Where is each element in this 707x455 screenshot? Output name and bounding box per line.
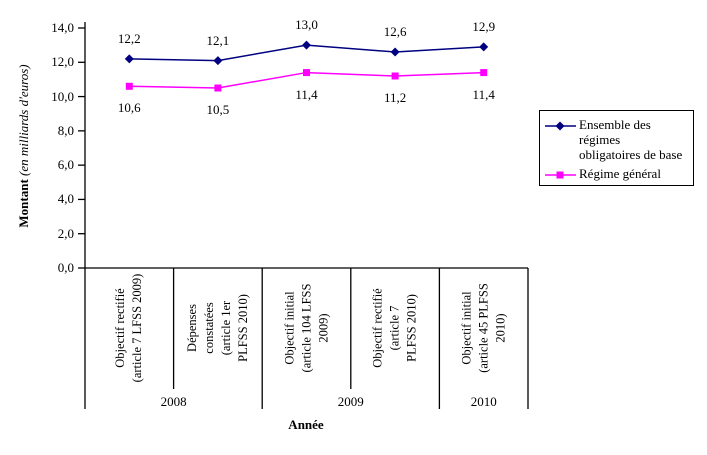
legend-entry-0: Ensemble des régimes obligatoires de bas… bbox=[545, 117, 691, 162]
diamond-marker-icon bbox=[555, 121, 565, 131]
x-axis-title: Année bbox=[288, 417, 324, 432]
data-label: 11,2 bbox=[383, 90, 407, 105]
series-markers-0 bbox=[124, 40, 489, 66]
y-tick-label: 12,0 bbox=[51, 54, 74, 70]
data-label: 12,9 bbox=[472, 18, 496, 34]
square-marker-icon bbox=[125, 82, 133, 90]
year-group-label: 2010 bbox=[470, 394, 497, 409]
y-tick-label: 10,0 bbox=[51, 88, 74, 104]
legend-marker bbox=[545, 121, 576, 131]
legend-label: Ensemble des régimes obligatoires de bas… bbox=[579, 117, 683, 162]
data-label: 12,1 bbox=[206, 32, 230, 48]
data-label: 13,0 bbox=[295, 17, 318, 33]
category-label: Objectif initial (article 104 LFSS 2009) bbox=[282, 283, 330, 373]
data-label: 10,6 bbox=[117, 100, 141, 116]
category-label: Objectif rectifié (article 7 PLFSS 2010) bbox=[370, 288, 419, 368]
y-tick-label: 8,0 bbox=[57, 122, 74, 138]
y-tick-label: 0,0 bbox=[57, 260, 74, 275]
legend-entry-1: Régime général bbox=[545, 166, 691, 181]
square-marker-icon bbox=[391, 72, 399, 80]
data-label: 11,4 bbox=[472, 86, 495, 102]
diamond-marker-icon bbox=[479, 42, 489, 52]
series-markers-1 bbox=[125, 69, 488, 92]
diamond-marker-icon bbox=[390, 47, 400, 57]
data-label: 12,6 bbox=[383, 24, 407, 39]
y-tick-label: 6,0 bbox=[57, 157, 74, 173]
data-label: 11,4 bbox=[295, 86, 318, 102]
data-label: 10,5 bbox=[206, 102, 230, 117]
diamond-marker-icon bbox=[213, 56, 223, 66]
diamond-marker-icon bbox=[124, 54, 134, 64]
category-label: Objectif initial (article 45 PLFSS 2010) bbox=[459, 283, 508, 373]
y-tick-label: 2,0 bbox=[57, 225, 74, 241]
square-marker-icon bbox=[303, 69, 310, 77]
y-tick-label: 4,0 bbox=[57, 191, 74, 207]
legend: Ensemble des régimes obligatoires de bas… bbox=[539, 110, 694, 186]
category-label: Dépenses constatées (article 1er PLFSS 2… bbox=[184, 294, 250, 362]
legend-label: Régime général bbox=[579, 166, 661, 181]
square-marker-icon bbox=[214, 84, 222, 92]
year-group-label: 2008 bbox=[160, 394, 187, 409]
category-label: Objectif rectifié (article 7 LFSS 2009) bbox=[113, 273, 145, 383]
diamond-marker-icon bbox=[302, 40, 311, 50]
square-marker-icon bbox=[556, 171, 564, 179]
year-group-label: 2009 bbox=[337, 394, 364, 409]
legend-marker bbox=[545, 171, 576, 179]
data-label: 12,2 bbox=[117, 30, 141, 46]
y-tick-label: 14,0 bbox=[51, 20, 74, 35]
square-marker-icon bbox=[480, 69, 488, 77]
